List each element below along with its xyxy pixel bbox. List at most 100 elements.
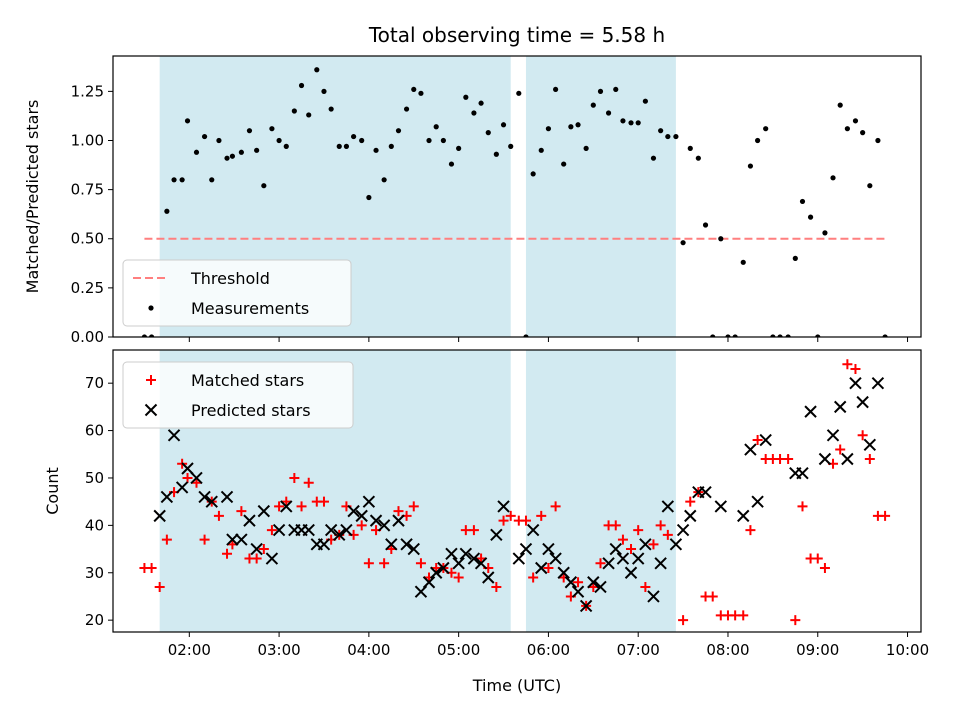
predicted-star-point bbox=[302, 523, 315, 537]
predicted-star-point bbox=[535, 561, 548, 575]
measurement-point bbox=[785, 334, 791, 337]
predicted-star-point bbox=[871, 376, 885, 390]
predicted-star-point bbox=[564, 576, 578, 589]
x-tick-label: 05:00 bbox=[437, 641, 480, 659]
matched-star-point bbox=[797, 501, 808, 512]
predicted-star-point bbox=[205, 495, 218, 508]
matched-star-point bbox=[857, 430, 868, 441]
predicted-star-point bbox=[257, 504, 271, 518]
observing-interval-2 bbox=[525, 350, 676, 632]
predicted-star-point bbox=[744, 443, 757, 456]
matched-star-point bbox=[812, 553, 823, 564]
observing-interval-2 bbox=[525, 56, 676, 337]
measurement-point bbox=[463, 94, 469, 100]
predicted-star-point bbox=[333, 528, 346, 542]
predicted-star-point bbox=[407, 542, 420, 556]
measurement-point bbox=[314, 67, 320, 73]
matched-star-point bbox=[595, 558, 606, 569]
measurement-point bbox=[388, 143, 394, 149]
predicted-star-point bbox=[226, 533, 239, 546]
measurement-point bbox=[440, 137, 446, 144]
measurement-point bbox=[807, 214, 814, 220]
y-tick-label: 50 bbox=[85, 469, 104, 487]
measurement-point bbox=[238, 149, 244, 155]
matched-star-point bbox=[648, 539, 659, 550]
predicted-star-point bbox=[452, 557, 465, 570]
measurement-point bbox=[673, 133, 679, 140]
measurement-point bbox=[852, 118, 859, 124]
legend-label-threshold: Threshold bbox=[190, 269, 270, 288]
measurement-point bbox=[493, 151, 499, 157]
measurement-point bbox=[291, 108, 297, 114]
matched-star-point bbox=[610, 520, 621, 531]
measurement-point bbox=[500, 122, 507, 128]
matched-star-point bbox=[550, 501, 561, 512]
predicted-star-point bbox=[579, 599, 593, 613]
matched-star-point bbox=[617, 534, 628, 545]
measurement-point bbox=[702, 222, 709, 228]
plot-frame bbox=[112, 349, 922, 633]
predicted-star-point bbox=[167, 429, 181, 442]
matched-star-point bbox=[498, 515, 509, 526]
matched-star-point bbox=[222, 548, 233, 559]
matched-star-point bbox=[864, 454, 875, 465]
y-axis-label: Matched/Predicted stars bbox=[23, 100, 42, 294]
predicted-star-point bbox=[571, 585, 585, 598]
predicted-star-point bbox=[198, 490, 211, 504]
measurement-point bbox=[485, 130, 491, 136]
measurement-point bbox=[635, 120, 641, 126]
predicted-star-point bbox=[542, 542, 555, 556]
predicted-star-point bbox=[474, 557, 488, 570]
predicted-star-point bbox=[526, 523, 540, 537]
measurement-point bbox=[276, 137, 282, 144]
matched-star-point bbox=[819, 563, 830, 574]
measurement-point bbox=[747, 163, 754, 169]
y-tick-label: 30 bbox=[85, 564, 104, 582]
measurement-point bbox=[695, 155, 701, 161]
matched-star-point bbox=[790, 615, 801, 626]
measurement-point bbox=[193, 149, 200, 155]
predicted-star-point bbox=[833, 400, 847, 414]
ratio-panel: 0.00 0.25 0.50 0.75 1.00 1.25 Matched/Predicte… bbox=[23, 55, 922, 346]
measurement-point bbox=[770, 334, 776, 337]
predicted-star-point bbox=[362, 495, 376, 508]
matched-star-point bbox=[678, 615, 689, 626]
predicted-star-point bbox=[265, 552, 279, 565]
measurement-point bbox=[605, 110, 612, 116]
predicted-star-point bbox=[459, 547, 473, 561]
matched-star-point bbox=[303, 477, 314, 488]
predicted-star-point bbox=[602, 557, 615, 570]
measurement-point bbox=[665, 133, 671, 140]
predicted-star-point bbox=[737, 509, 750, 523]
predicted-star-point bbox=[639, 538, 652, 551]
predicted-star-point bbox=[175, 481, 189, 494]
matched-star-point bbox=[536, 510, 547, 521]
predicted-star-point bbox=[482, 571, 495, 584]
measurement-point bbox=[269, 126, 275, 132]
predicted-star-point bbox=[250, 542, 263, 556]
matched-star-point bbox=[356, 520, 367, 531]
predicted-star-point bbox=[841, 452, 854, 466]
measurement-point bbox=[201, 133, 208, 140]
predicted-star-point bbox=[422, 576, 436, 589]
measurement-point bbox=[867, 183, 873, 189]
measurement-point bbox=[246, 128, 253, 134]
measurement-point bbox=[141, 334, 148, 337]
measurement-point bbox=[740, 259, 746, 265]
predicted-star-point bbox=[220, 490, 234, 504]
plot-frame bbox=[112, 55, 922, 338]
predicted-star-point bbox=[519, 542, 533, 556]
measurement-point bbox=[179, 177, 185, 183]
legend-box bbox=[122, 259, 352, 327]
y-axis-label: Count bbox=[43, 467, 62, 515]
x-tick-label: 02:00 bbox=[168, 641, 211, 659]
matched-star-point bbox=[626, 544, 637, 555]
predicted-star-point bbox=[609, 542, 622, 556]
measurement-point bbox=[568, 124, 574, 130]
legend-label-predicted-stars: Predicted stars bbox=[191, 401, 311, 420]
matched-star-point bbox=[655, 520, 666, 531]
predicted-star-point bbox=[400, 538, 413, 551]
legend-measurement-swatch bbox=[148, 305, 154, 311]
predicted-star-point bbox=[272, 523, 286, 537]
